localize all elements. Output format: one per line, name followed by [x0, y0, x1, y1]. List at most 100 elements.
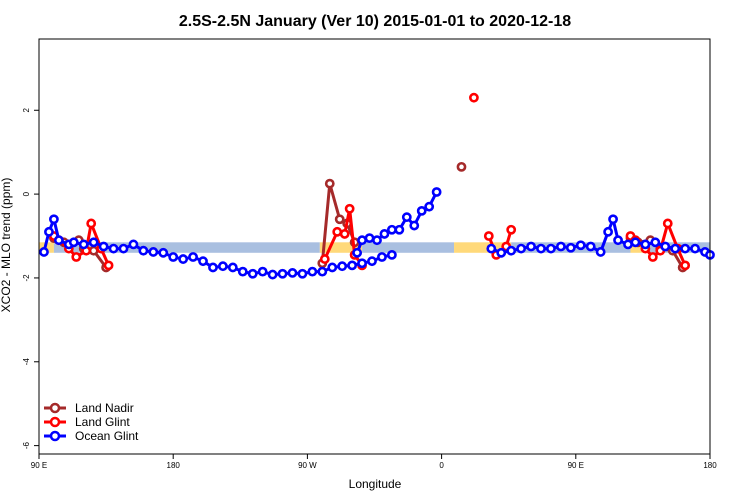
data-point-ocean-glint-0-1: [44, 226, 54, 237]
data-point-land-glint-0-3: [71, 252, 82, 262]
band-segment-2: [319, 242, 363, 253]
data-point-land-glint-4-3: [647, 252, 658, 262]
x-tick-label-0: 90 E: [31, 461, 47, 470]
data-point-ocean-glint-2-15: [623, 239, 633, 250]
data-point-ocean-glint-2-6: [546, 243, 556, 254]
data-point-ocean-glint-2-16: [630, 237, 641, 248]
x-tick-label-5: 180: [703, 461, 717, 470]
data-point-ocean-glint-0-21: [227, 262, 238, 273]
data-point-ocean-glint-0-7: [88, 237, 99, 248]
data-point-ocean-glint-0-9: [108, 243, 119, 254]
data-point-ocean-glint-0-23: [247, 268, 258, 279]
legend-marker-land-glint: [49, 416, 61, 428]
band-segment-1: [53, 242, 320, 253]
data-point-land-glint-1-0: [319, 254, 330, 264]
y-tick-label-0: -6: [22, 442, 31, 450]
data-point-ocean-glint-2-0: [486, 243, 497, 254]
data-point-ocean-glint-2-3: [516, 243, 527, 254]
data-point-land-nadir-0-4: [88, 245, 99, 256]
band-segment-4: [454, 242, 512, 253]
data-point-ocean-glint-0-26: [277, 268, 288, 279]
legend-label-land-glint: Land Glint: [75, 415, 130, 429]
data-point-ocean-glint-2-20: [670, 243, 681, 254]
data-point-ocean-glint-0-16: [178, 254, 189, 264]
series-layer: [39, 92, 715, 280]
data-point-ocean-glint-0-30: [317, 266, 328, 277]
data-point-ocean-glint-0-37: [386, 249, 397, 260]
legend-marker-ocean-glint: [49, 430, 61, 442]
data-point-ocean-glint-0-31: [327, 262, 338, 273]
data-point-land-glint-3-0: [483, 231, 494, 241]
data-point-land-nadir-1-2: [334, 214, 345, 225]
data-point-ocean-glint-1-8: [409, 220, 420, 231]
data-point-ocean-glint-0-27: [287, 268, 298, 278]
data-point-land-glint-4-7: [680, 260, 691, 271]
data-point-land-glint-4-5: [662, 218, 673, 229]
data-point-land-glint-0-5: [86, 218, 97, 229]
data-point-ocean-glint-1-9: [416, 205, 427, 216]
data-point-ocean-glint-2-8: [565, 242, 576, 253]
data-point-ocean-glint-0-12: [138, 245, 149, 256]
legend-label-ocean-glint: Ocean Glint: [75, 429, 139, 443]
data-point-ocean-glint-1-7: [401, 212, 412, 223]
data-point-ocean-glint-0-18: [198, 256, 208, 267]
data-point-ocean-glint-1-2: [364, 233, 375, 244]
data-point-ocean-glint-1-6: [394, 224, 405, 235]
data-point-ocean-glint-0-3: [53, 235, 64, 246]
data-point-ocean-glint-0-32: [337, 261, 348, 272]
series-ocean-glint: [39, 187, 715, 280]
data-point-ocean-glint-2-13: [608, 214, 618, 225]
data-point-land-glint-1-3: [344, 203, 355, 214]
y-tick-label-3: 0: [22, 191, 31, 196]
data-point-ocean-glint-2-5: [536, 243, 546, 254]
data-point-ocean-glint-0-10: [118, 243, 129, 254]
data-point-land-glint-0-7: [103, 260, 114, 271]
data-point-ocean-glint-0-19: [208, 262, 218, 273]
y-axis-label: XCO2 - MLO trend (ppm): [0, 178, 13, 313]
data-point-ocean-glint-2-22: [690, 243, 700, 254]
data-point-ocean-glint-2-14: [613, 235, 623, 246]
data-point-ocean-glint-2-12: [603, 226, 614, 237]
legend-label-land-nadir: Land Nadir: [75, 401, 134, 415]
data-point-land-glint-2-0: [469, 92, 479, 103]
legend: Land Nadir Land Glint Ocean Glint: [44, 401, 139, 443]
y-tick-label-4: 2: [22, 107, 31, 112]
data-point-ocean-glint-1-11: [431, 187, 442, 197]
data-point-ocean-glint-1-1: [357, 235, 367, 246]
y-axis-ticks: -6 -4 -2 0 2: [22, 107, 39, 449]
data-point-ocean-glint-0-14: [158, 247, 169, 258]
band-segment-6: [630, 242, 643, 253]
data-point-ocean-glint-1-0: [352, 247, 363, 258]
data-point-ocean-glint-2-7: [555, 241, 566, 252]
data-point-land-nadir-1-1: [324, 178, 335, 189]
data-point-ocean-glint-0-29: [307, 266, 318, 277]
data-point-ocean-glint-0-34: [357, 258, 367, 269]
band-segment-3: [362, 242, 455, 253]
legend-entry-land-glint: Land Glint: [44, 415, 130, 429]
data-point-ocean-glint-0-25: [267, 269, 278, 280]
data-point-ocean-glint-0-24: [257, 266, 268, 277]
data-point-ocean-glint-0-11: [128, 239, 139, 250]
data-point-ocean-glint-2-19: [660, 241, 671, 252]
data-point-land-nadir-2-0: [456, 161, 467, 172]
data-point-ocean-glint-2-21: [680, 243, 691, 254]
data-point-ocean-glint-2-11: [595, 247, 606, 257]
data-point-land-glint-3-3: [506, 224, 517, 235]
data-point-ocean-glint-2-2: [506, 245, 517, 256]
y-tick-label-1: -4: [22, 358, 31, 366]
data-point-ocean-glint-1-10: [424, 201, 435, 212]
data-point-ocean-glint-0-33: [347, 260, 358, 271]
x-tick-label-2: 90 W: [298, 461, 317, 470]
x-tick-label-1: 180: [167, 461, 181, 470]
data-point-ocean-glint-2-1: [496, 247, 507, 258]
legend-marker-land-nadir: [49, 402, 61, 414]
data-point-ocean-glint-0-17: [188, 252, 198, 262]
data-point-ocean-glint-2-10: [585, 241, 596, 252]
data-point-ocean-glint-0-28: [297, 268, 308, 279]
x-tick-label-3: 0: [439, 461, 444, 470]
data-point-ocean-glint-0-5: [68, 237, 79, 248]
x-axis-ticks: 90 E 180 90 W 0 90 E 180: [31, 454, 717, 470]
data-point-ocean-glint-0-22: [237, 266, 248, 277]
data-point-ocean-glint-0-15: [168, 252, 179, 262]
